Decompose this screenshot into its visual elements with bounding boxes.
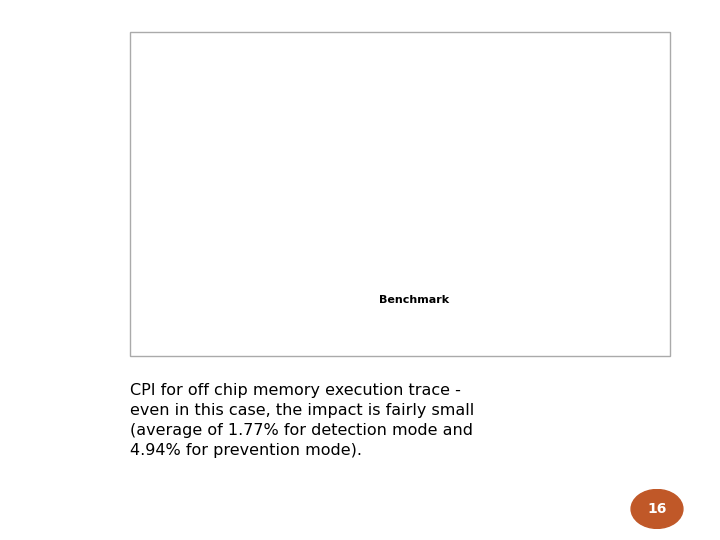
Bar (289, 106, 302, 270)
Bar (330, 133, 343, 270)
Bar (370, 137, 384, 270)
Bar (438, 144, 451, 270)
Bar (424, 144, 438, 270)
Bar (600, 142, 613, 270)
Bar (451, 144, 465, 270)
Bar (235, 91, 248, 270)
Bar (533, 138, 546, 270)
Text: CPI for off chip memory execution trace -
even in this case, the impact is fairl: CPI for off chip memory execution trace … (130, 383, 474, 458)
Bar (187, 54, 648, 126)
Text: 16: 16 (647, 502, 667, 516)
Bar (222, 99, 235, 270)
FancyBboxPatch shape (142, 312, 642, 352)
Bar (208, 104, 222, 270)
Text: original: original (176, 326, 210, 335)
Bar (478, 319, 500, 342)
Bar (343, 119, 357, 270)
Bar (613, 142, 627, 270)
Text: with monitor (detection moce): with monitor (detection moce) (313, 326, 451, 335)
Bar (148, 319, 168, 342)
Bar (587, 142, 600, 270)
Text: Benchmark: Benchmark (379, 295, 449, 305)
Text: with monitor (prevention mode): with monitor (prevention mode) (508, 326, 652, 335)
Bar (492, 127, 505, 270)
Bar (384, 128, 397, 270)
Circle shape (631, 489, 683, 528)
Y-axis label: Average CPI: Average CPI (148, 131, 158, 193)
Bar (478, 128, 492, 270)
Bar (546, 136, 559, 270)
Bar (276, 106, 289, 270)
Bar (316, 137, 330, 270)
Bar (505, 127, 519, 270)
Bar (397, 117, 411, 270)
Bar (284, 319, 305, 342)
Bar (262, 104, 276, 270)
Bar (559, 136, 573, 270)
